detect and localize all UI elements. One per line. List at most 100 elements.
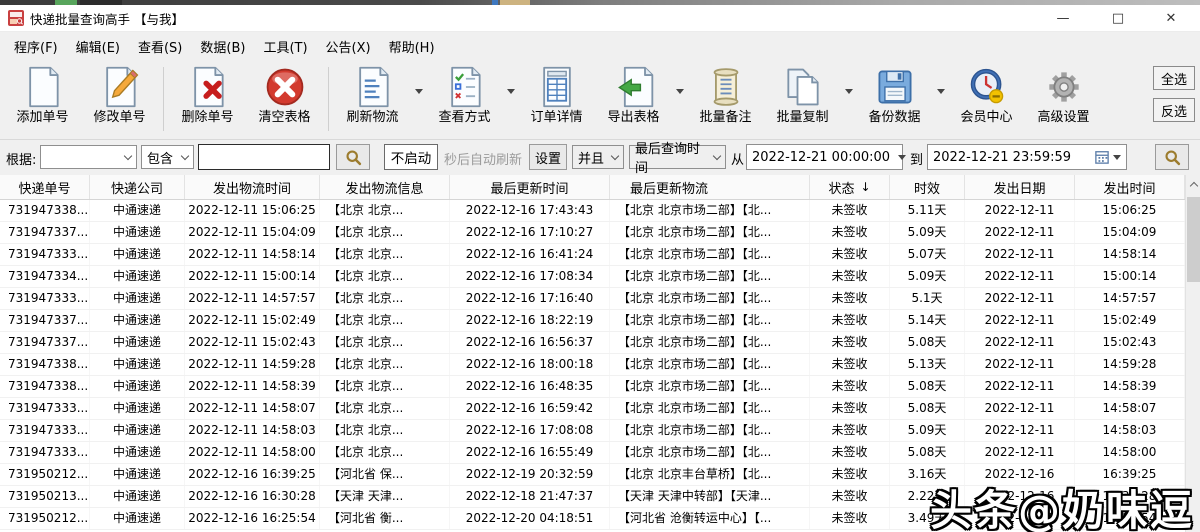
column-header-ship-date[interactable]: 发出日期: [965, 175, 1075, 199]
toolbar-button-add-number[interactable]: 添加单号: [4, 65, 81, 126]
maximize-button[interactable]: □: [1111, 11, 1125, 26]
toolbar-button-clear-table[interactable]: 清空表格: [246, 65, 323, 126]
table-row[interactable]: 731950213... 中通速递 2022-12-16 16:30:28 【天…: [0, 486, 1185, 508]
time-field-select[interactable]: 最后查询时间: [629, 142, 726, 176]
table-row[interactable]: 731947337... 中通速递 2022-12-11 15:02:49 【北…: [0, 310, 1185, 332]
dropdown-arrow-icon[interactable]: [672, 65, 687, 117]
toolbar-button-order-detail[interactable]: 订单详情: [518, 65, 595, 126]
cell-ship-date: 2022-12-11: [965, 244, 1075, 265]
toolbar-button-refresh-logistics[interactable]: 刷新物流: [334, 65, 411, 126]
column-header-first-scan-info[interactable]: 发出物流信息: [320, 175, 450, 199]
table-row[interactable]: 731947333... 中通速递 2022-12-11 14:58:07 【北…: [0, 398, 1185, 420]
cell-duration: 5.09天: [890, 266, 965, 287]
minimize-button[interactable]: —: [1056, 11, 1070, 26]
cell-last-update-info: 【北京 北京市场二部】【北...: [610, 288, 810, 309]
table-row[interactable]: 731947333... 中通速递 2022-12-11 14:58:14 【北…: [0, 244, 1185, 266]
query-search-button[interactable]: [1155, 144, 1189, 170]
menu-item[interactable]: 数据(B): [200, 40, 246, 56]
column-header-tracking-number[interactable]: 快递单号: [0, 175, 90, 199]
dropdown-arrow-icon[interactable]: [503, 65, 518, 117]
cell-ship-date: 2022-12-16: [965, 464, 1075, 485]
menu-item[interactable]: 编辑(E): [75, 40, 120, 56]
table-row[interactable]: 731947333... 中通速递 2022-12-11 14:58:03 【北…: [0, 420, 1185, 442]
cell-first-scan-time: 2022-12-11 14:58:39: [185, 376, 320, 397]
table-row[interactable]: 731947337... 中通速递 2022-12-11 15:02:43 【北…: [0, 332, 1185, 354]
toolbar-button-batch-note[interactable]: 批量备注: [687, 65, 764, 126]
menu-item[interactable]: 程序(F): [14, 40, 58, 56]
invert-select-button[interactable]: 反选: [1153, 98, 1195, 122]
menu-item[interactable]: 帮助(H): [388, 40, 435, 56]
cell-last-update-info: 【北京 北京市场二部】【北...: [610, 420, 810, 441]
cell-ship-date: 2022-12-11: [965, 200, 1075, 221]
toolbar-button-edit-number[interactable]: 修改单号: [81, 65, 158, 126]
cell-first-scan-info: 【河北省 保...: [320, 464, 450, 485]
cell-duration: 5.08天: [890, 442, 965, 463]
dropdown-arrow-icon[interactable]: [841, 65, 856, 117]
advanced-settings-icon: [1048, 72, 1079, 102]
table-row[interactable]: 731947334... 中通速递 2022-12-11 15:00:14 【北…: [0, 266, 1185, 288]
cell-first-scan-time: 2022-12-11 14:58:14: [185, 244, 320, 265]
column-header-last-update-info[interactable]: 最后更新物流: [610, 175, 810, 199]
table-row[interactable]: 731947333... 中通速递 2022-12-11 14:58:00 【北…: [0, 442, 1185, 464]
to-label: 到: [910, 153, 924, 168]
table-row[interactable]: 731947333... 中通速递 2022-12-11 14:57:57 【北…: [0, 288, 1185, 310]
toolbar-button-advanced-settings[interactable]: 高级设置: [1025, 65, 1102, 126]
column-header-courier[interactable]: 快递公司: [90, 175, 185, 199]
scrollbar-thumb[interactable]: [1187, 197, 1200, 282]
cell-last-update-time: 2022-12-20 04:18:51: [450, 508, 610, 529]
filter-field-select[interactable]: [40, 145, 137, 169]
select-all-button[interactable]: 全选: [1153, 66, 1195, 90]
toolbar-button-delete-number[interactable]: 删除单号: [169, 65, 246, 126]
toolbar-button-view-mode[interactable]: 查看方式: [426, 65, 503, 126]
cell-tracking-number: 731950213...: [0, 486, 90, 507]
cell-first-scan-info: 【北京 北京...: [320, 376, 450, 397]
toolbar-button-label: 订单详情: [530, 110, 583, 125]
close-button[interactable]: ✕: [1165, 11, 1177, 26]
auto-refresh-settings-button[interactable]: 设置: [529, 144, 567, 170]
column-header-status[interactable]: 状态 ↓: [810, 175, 890, 199]
column-header-first-scan-time[interactable]: 发出物流时间: [185, 175, 320, 199]
dropdown-arrow-icon: [898, 154, 907, 160]
cell-duration: 5.07天: [890, 244, 965, 265]
auto-refresh-interval-box[interactable]: 不启动: [384, 144, 438, 170]
cell-first-scan-time: 2022-12-11 15:04:09: [185, 222, 320, 243]
vertical-scrollbar[interactable]: [1185, 175, 1200, 532]
toolbar-button-backup-data[interactable]: 备份数据: [856, 65, 933, 126]
menu-item[interactable]: 查看(S): [137, 40, 183, 56]
scroll-up-arrow-icon[interactable]: [1186, 177, 1200, 192]
cell-tracking-number: 731947338...: [0, 354, 90, 375]
dropdown-arrow-icon[interactable]: [933, 65, 948, 117]
table-row[interactable]: 731947338... 中通速递 2022-12-11 14:59:28 【北…: [0, 354, 1185, 376]
column-header-duration[interactable]: 时效: [890, 175, 965, 199]
table-row[interactable]: 731947337... 中通速递 2022-12-11 15:04:09 【北…: [0, 222, 1185, 244]
to-datetime-picker[interactable]: 2022-12-21 23:59:59: [927, 144, 1127, 170]
column-header-ship-time[interactable]: 发出时间: [1075, 175, 1185, 199]
column-header-last-update-time[interactable]: 最后更新时间: [450, 175, 610, 199]
filter-search-button[interactable]: [336, 144, 370, 170]
toolbar: 添加单号 修改单号 删除单号: [0, 60, 1200, 140]
table-row[interactable]: 731950212... 中通速递 2022-12-16 16:25:54 【河…: [0, 508, 1185, 530]
cell-status: 未签收: [810, 398, 890, 419]
toolbar-button-label: 添加单号: [16, 110, 69, 125]
table-row[interactable]: 731947338... 中通速递 2022-12-11 14:58:39 【北…: [0, 376, 1185, 398]
dropdown-arrow-icon[interactable]: [411, 65, 426, 117]
member-center-icon: [970, 68, 1003, 104]
toolbar-button-export-table[interactable]: 导出表格: [595, 65, 672, 126]
menu-item[interactable]: 公告(X): [325, 40, 371, 56]
table-row[interactable]: 731950212... 中通速递 2022-12-16 16:39:25 【河…: [0, 464, 1185, 486]
toolbar-button-batch-copy[interactable]: 批量复制: [764, 65, 841, 126]
cell-ship-time: 14:58:03: [1075, 420, 1185, 441]
cell-status: 未签收: [810, 442, 890, 463]
logic-select[interactable]: 并且: [572, 145, 624, 169]
from-datetime-picker[interactable]: 2022-12-21 00:00:00: [746, 144, 907, 170]
match-mode-select[interactable]: 包含: [141, 145, 194, 169]
table-row[interactable]: 731947338... 中通速递 2022-12-11 15:06:25 【北…: [0, 200, 1185, 222]
menu-item[interactable]: 工具(T): [263, 40, 308, 56]
keyword-input[interactable]: [198, 144, 330, 170]
cell-ship-time: 15:02:49: [1075, 310, 1185, 331]
cell-status: 未签收: [810, 244, 890, 265]
cell-first-scan-time: 2022-12-11 15:02:43: [185, 332, 320, 353]
toolbar-button-member-center[interactable]: 会员中心: [948, 65, 1025, 126]
clear-table-icon: [266, 68, 303, 106]
